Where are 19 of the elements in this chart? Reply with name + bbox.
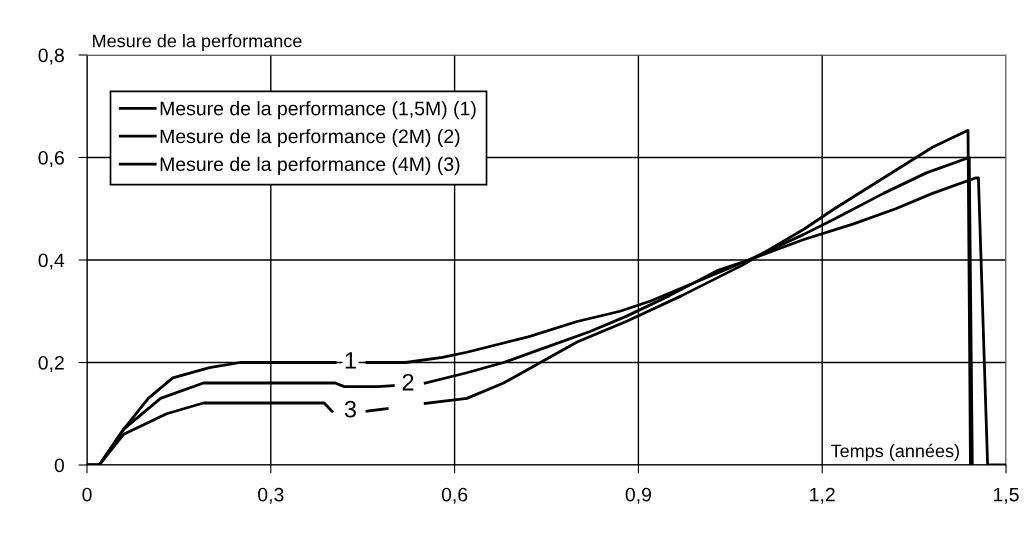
y-tick-label: 0,6	[38, 150, 64, 168]
y-tick-label: 0,2	[38, 355, 64, 373]
y-tick-label: 0,4	[38, 253, 65, 270]
y-tick-label: 0	[54, 458, 65, 473]
x-axis-title: Temps (années)	[831, 443, 959, 461]
x-tick-label: 1,2	[810, 487, 835, 504]
x-tick-label: 0,9	[625, 487, 651, 504]
annotation: 2	[402, 373, 414, 391]
annotation: 3	[344, 400, 356, 418]
y-tick-label: 0,8	[38, 48, 64, 65]
x-tick-label: 0	[82, 487, 92, 502]
legend-label: Mesure de la performance (1,5M) (1)	[160, 101, 476, 120]
x-tick-label: 0,3	[258, 487, 284, 504]
annotation: 1	[345, 352, 356, 369]
legend-label: Mesure de la performance (2M) (2)	[160, 128, 460, 148]
x-tick-label: 0,6	[441, 487, 468, 504]
x-tick-label: 1,5	[993, 487, 1019, 504]
y-axis-title: Mesure de la performance	[93, 34, 302, 51]
legend-label: Mesure de la performance (4M) (3)	[160, 156, 460, 175]
